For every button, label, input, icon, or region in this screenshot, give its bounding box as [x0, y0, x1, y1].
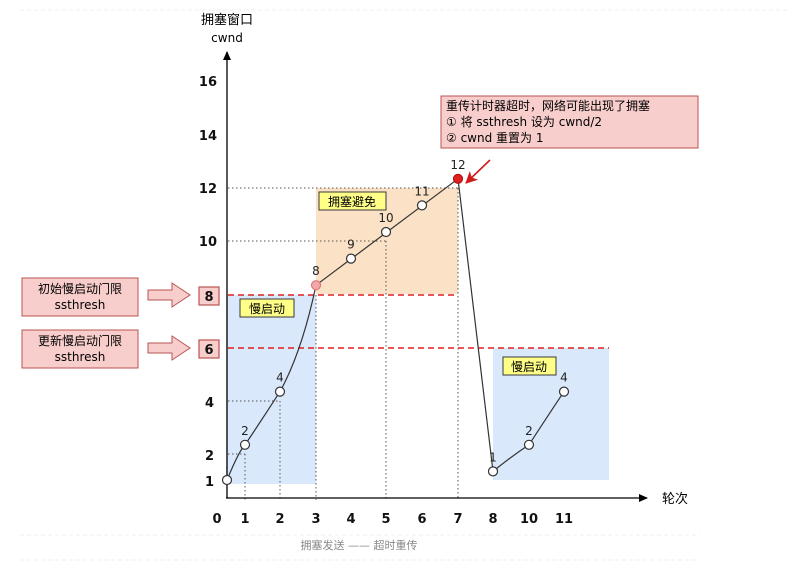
updated-ssthresh-arrow-icon — [147, 335, 191, 361]
data-point-round-11 — [558, 386, 570, 397]
congestion-avoidance-label-box — [318, 191, 387, 211]
dotted-guides — [228, 187, 459, 500]
timeout-callout-box — [440, 95, 699, 149]
cwnd-curve-segment-1 — [226, 285, 317, 481]
cwnd-curve-segment-3 — [457, 178, 494, 472]
x-tick-3: 3 — [311, 512, 320, 527]
x-tick-11: 11 — [555, 512, 573, 527]
timeout-pointer-arrow — [465, 159, 491, 184]
slow-start-label-2: 慢启动 — [511, 360, 547, 374]
data-point-label-round-11: 4 — [560, 371, 568, 385]
y-tick-8-box — [198, 286, 220, 306]
y-tick-4: 4 — [205, 396, 214, 411]
data-point-label-round-4: 9 — [347, 238, 355, 252]
x-tick-10: 10 — [520, 512, 538, 527]
data-point-round-6 — [416, 200, 428, 211]
slow-start-label-1: 慢启动 — [249, 302, 285, 316]
y-tick-10: 10 — [199, 235, 217, 250]
y-tick-8: 8 — [204, 290, 213, 305]
data-point-label-round-2: 4 — [276, 371, 284, 385]
data-point-round-3 — [310, 280, 322, 291]
data-point-round-4 — [345, 253, 357, 264]
data-point-label-round-8: 1 — [489, 450, 497, 464]
timeout-callout-line3: ② cwnd 重置为 1 — [446, 131, 543, 145]
data-point-label-round-1: 2 — [241, 424, 249, 438]
caption: 拥塞发送 —— 超时重传 — [301, 538, 418, 552]
y-tick-1: 1 — [205, 475, 214, 490]
x-axis-title: 轮次 — [662, 491, 688, 507]
data-point-label-round-5: 10 — [378, 211, 393, 225]
x-tick-7: 7 — [453, 512, 462, 527]
y-tick-2: 2 — [205, 449, 214, 464]
timeout-callout-line1: 重传计时器超时，网络可能出现了拥塞 — [446, 98, 650, 113]
x-tick-8: 8 — [488, 512, 497, 527]
x-tick-5: 5 — [381, 512, 390, 527]
updated-ssthresh-callout-box — [21, 329, 139, 369]
initial-ssthresh-arrow-icon — [147, 282, 191, 308]
initial-ssthresh-callout-line1: 初始慢启动门限 — [38, 281, 122, 296]
y-tick-6-box — [198, 339, 220, 359]
data-point-round-1 — [239, 439, 251, 450]
data-point-round-2 — [274, 386, 286, 397]
x-tick-0: 0 — [212, 512, 221, 527]
x-tick-6: 6 — [417, 512, 426, 527]
initial-ssthresh-callout-box — [21, 277, 139, 317]
background-grid — [20, 9, 790, 561]
x-tick-2: 2 — [275, 512, 284, 527]
data-point-label-round-3: 8 — [312, 264, 320, 278]
data-point-round-8 — [487, 466, 499, 477]
y-tick-14: 14 — [199, 129, 217, 144]
updated-ssthresh-callout-line2: ssthresh — [55, 350, 106, 364]
data-point-label-round-7: 12 — [450, 158, 465, 172]
y-axis-title-line2: cwnd — [211, 31, 243, 45]
slow-start-label-1-box — [239, 298, 295, 318]
data-point-label-round-10: 2 — [525, 424, 533, 438]
slow-start-label-2-box — [502, 356, 557, 376]
updated-ssthresh-callout-line1: 更新慢启动门限 — [38, 333, 122, 348]
y-tick-16: 16 — [199, 75, 217, 90]
data-point-label-round-6: 11 — [414, 184, 429, 198]
timeout-callout-line2: ① 将 ssthresh 设为 cwnd/2 — [446, 115, 602, 129]
data-point-round-5 — [380, 226, 392, 238]
data-point-round-0 — [221, 474, 233, 486]
y-tick-6: 6 — [204, 343, 213, 358]
y-tick-12: 12 — [199, 182, 217, 197]
y-axis-title-line1: 拥塞窗口 — [201, 12, 253, 28]
x-tick-1: 1 — [240, 512, 249, 527]
congestion-avoidance-label: 拥塞避免 — [328, 194, 376, 209]
x-tick-4: 4 — [346, 512, 355, 527]
data-point-round-10 — [523, 439, 535, 450]
data-point-round-7 — [452, 173, 464, 184]
slow-start-region-1 — [226, 295, 316, 484]
initial-ssthresh-callout-line2: ssthresh — [55, 298, 106, 312]
